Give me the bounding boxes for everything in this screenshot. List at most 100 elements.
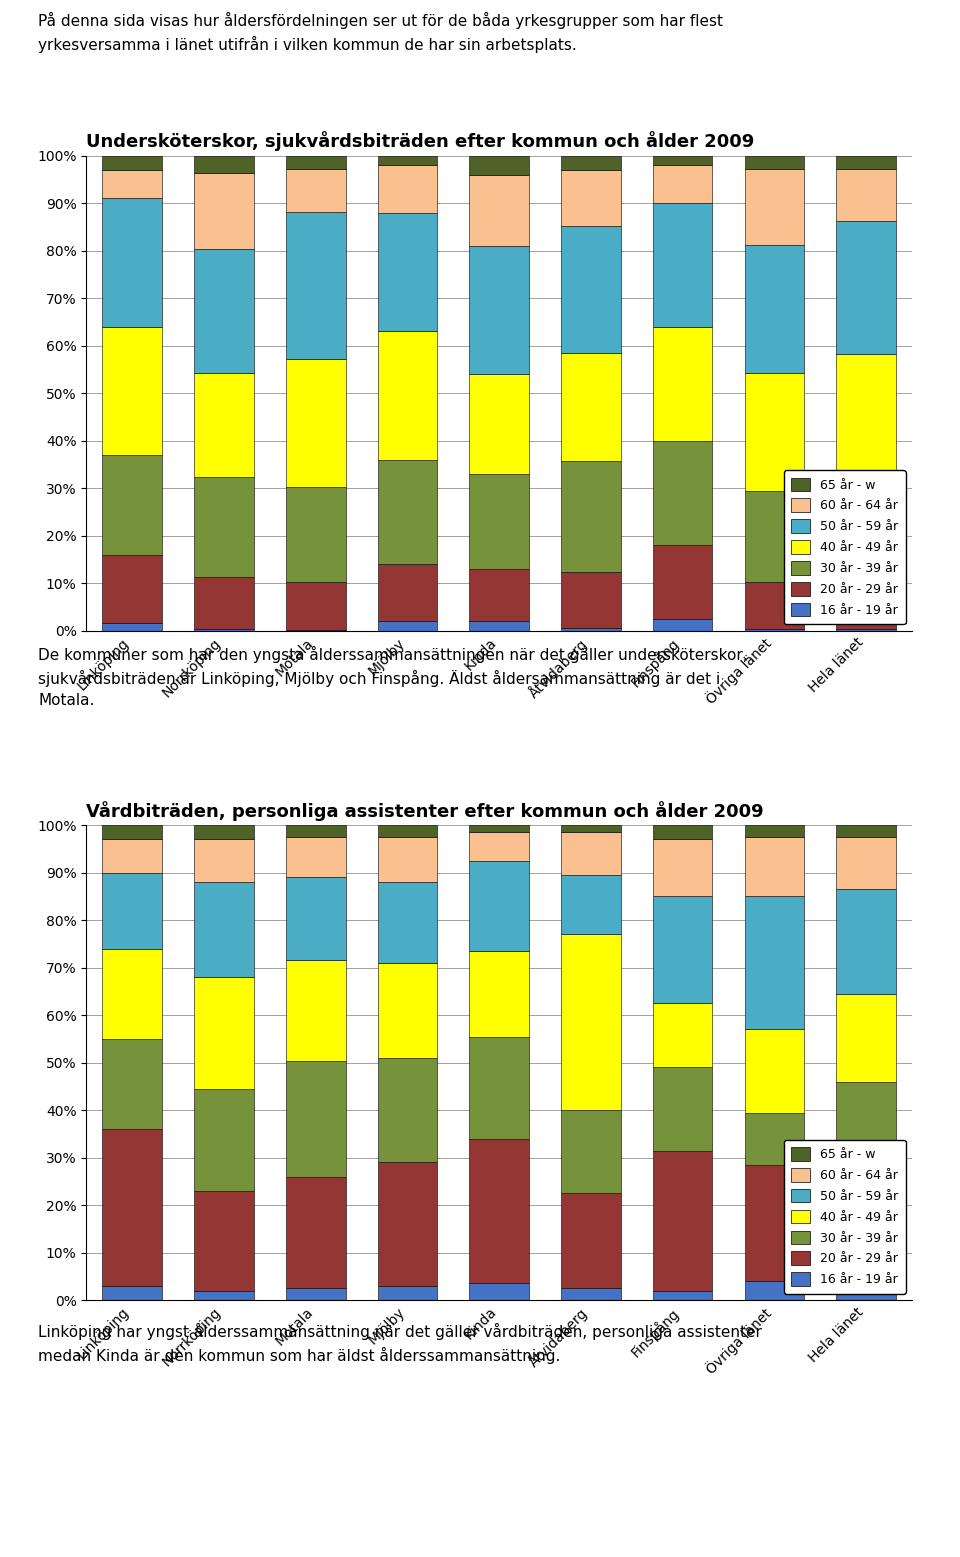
Bar <box>469 833 529 861</box>
Bar <box>836 838 896 889</box>
Bar <box>469 374 529 473</box>
Bar <box>561 1288 621 1300</box>
Bar <box>745 1113 804 1165</box>
Bar <box>745 1165 804 1281</box>
Bar <box>561 1193 621 1288</box>
Bar <box>194 1088 253 1191</box>
Bar <box>469 861 529 951</box>
Bar <box>836 353 896 492</box>
Bar <box>561 825 621 833</box>
Bar <box>194 839 253 883</box>
Bar <box>745 825 804 838</box>
Bar <box>836 889 896 993</box>
Bar <box>103 825 162 839</box>
Bar <box>377 962 437 1057</box>
Bar <box>103 327 162 455</box>
Bar <box>653 825 712 839</box>
Bar <box>286 582 346 629</box>
Bar <box>561 875 621 934</box>
Bar <box>377 1057 437 1163</box>
Bar <box>836 492 896 567</box>
Bar <box>653 1003 712 1068</box>
Bar <box>469 246 529 374</box>
Bar <box>469 473 529 568</box>
Bar <box>194 978 253 1088</box>
Bar <box>286 487 346 582</box>
Bar <box>377 564 437 621</box>
Bar <box>103 948 162 1039</box>
Bar <box>745 1029 804 1113</box>
Bar <box>836 567 896 629</box>
Bar <box>377 883 437 962</box>
Bar <box>745 1281 804 1300</box>
Bar <box>103 623 162 631</box>
Bar <box>194 476 253 578</box>
Text: Undersköterskor, sjukvårdsbiträden efter kommun och ålder 2009: Undersköterskor, sjukvårdsbiträden efter… <box>86 131 755 151</box>
Bar <box>286 156 346 170</box>
Bar <box>286 360 346 487</box>
Bar <box>745 897 804 1029</box>
Bar <box>653 1291 712 1300</box>
Bar <box>103 1039 162 1129</box>
Bar <box>103 554 162 623</box>
Bar <box>469 174 529 246</box>
Bar <box>561 934 621 1110</box>
Bar <box>469 156 529 174</box>
Bar <box>469 1037 529 1138</box>
Bar <box>377 621 437 631</box>
Bar <box>103 455 162 554</box>
Bar <box>653 1151 712 1291</box>
Bar <box>836 1182 896 1278</box>
Bar <box>286 825 346 838</box>
Bar <box>103 1286 162 1300</box>
Bar <box>377 1163 437 1286</box>
Bar <box>194 578 253 629</box>
Bar <box>561 1110 621 1193</box>
Bar <box>653 897 712 1003</box>
Bar <box>469 1138 529 1283</box>
Bar <box>286 1177 346 1288</box>
Bar <box>653 327 712 441</box>
Bar <box>377 213 437 332</box>
Bar <box>561 226 621 353</box>
Bar <box>561 627 621 631</box>
Bar <box>377 332 437 459</box>
Bar <box>194 825 253 839</box>
Bar <box>377 838 437 883</box>
Bar <box>194 372 253 476</box>
Bar <box>286 212 346 360</box>
Bar <box>745 168 804 244</box>
Bar <box>469 1283 529 1300</box>
Bar <box>103 170 162 198</box>
Legend: 65 år - w, 60 år - 64 år, 50 år - 59 år, 40 år - 49 år, 30 år - 39 år, 20 år - 2: 65 år - w, 60 år - 64 år, 50 år - 59 år,… <box>784 1140 905 1294</box>
Bar <box>469 825 529 833</box>
Bar <box>103 198 162 327</box>
Bar <box>469 568 529 621</box>
Bar <box>561 571 621 627</box>
Bar <box>653 441 712 545</box>
Bar <box>653 545 712 618</box>
Bar <box>103 839 162 872</box>
Bar <box>377 1286 437 1300</box>
Bar <box>194 1191 253 1291</box>
Bar <box>561 156 621 170</box>
Bar <box>836 156 896 168</box>
Bar <box>286 170 346 212</box>
Bar <box>653 839 712 897</box>
Bar <box>103 1129 162 1286</box>
Bar <box>653 165 712 204</box>
Bar <box>836 168 896 221</box>
Bar <box>286 1288 346 1300</box>
Bar <box>194 883 253 978</box>
Bar <box>745 582 804 629</box>
Bar <box>194 173 253 249</box>
Bar <box>653 156 712 165</box>
Bar <box>103 873 162 948</box>
Bar <box>194 1291 253 1300</box>
Bar <box>836 825 896 838</box>
Bar <box>286 959 346 1062</box>
Bar <box>469 951 529 1037</box>
Bar <box>745 492 804 582</box>
Bar <box>745 372 804 492</box>
Bar <box>377 165 437 213</box>
